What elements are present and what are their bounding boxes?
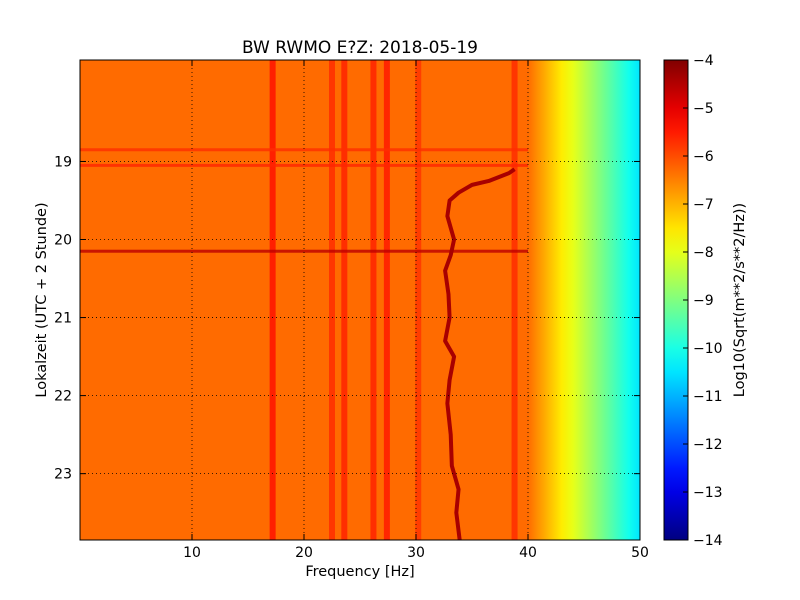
colorbar-tick-label: −10 <box>693 341 723 357</box>
colorbar-tick-label: −7 <box>693 197 714 213</box>
x-axis-label: Frequency [Hz] <box>305 564 414 580</box>
spectrogram-plot-area <box>80 60 640 540</box>
x-axis: 10 20 30 40 50 <box>183 60 649 561</box>
colorbar-tick-label: −9 <box>693 293 714 309</box>
colorbar-tick-label: −5 <box>693 101 714 117</box>
vertical-band <box>415 60 422 540</box>
colorbar-tick-label: −6 <box>693 149 714 165</box>
tremor-track-line <box>443 167 516 540</box>
high-frequency-rolloff <box>528 60 640 540</box>
horizontal-band <box>80 148 528 152</box>
colorbar-tick-label: −13 <box>693 485 723 501</box>
horizontal-band <box>80 249 528 253</box>
chart-title: BW RWMO E?Z: 2018-05-19 <box>242 38 478 58</box>
x-tick-label: 40 <box>519 545 537 561</box>
colorbar-label: Log10(Sqrt(m**2/s**2/Hz)) <box>732 203 748 397</box>
vertical-band <box>269 60 276 540</box>
horizontal-bands <box>80 148 528 253</box>
grid-lines <box>80 60 640 540</box>
x-tick-label: 30 <box>407 545 425 561</box>
vertical-band <box>329 60 335 540</box>
colorbar-tick-label: −4 <box>693 53 714 69</box>
vertical-band <box>383 60 390 540</box>
y-tick-label: 23 <box>54 467 72 483</box>
vertical-band <box>370 60 377 540</box>
colorbar-axis: −4 −5 −6 −7 −8 −9 −10 −11 −12 −13 −14 <box>683 53 723 549</box>
x-tick-label: 10 <box>183 545 201 561</box>
colorbar-tick-label: −14 <box>693 533 723 549</box>
vertical-bands <box>269 60 518 540</box>
colorbar-tick-label: −12 <box>693 437 723 453</box>
vertical-band <box>341 60 348 540</box>
horizontal-band <box>80 163 528 167</box>
vertical-band <box>511 60 518 540</box>
y-axis: 19 20 21 22 23 <box>54 154 640 483</box>
y-tick-label: 22 <box>54 389 72 405</box>
y-tick-label: 20 <box>54 233 72 249</box>
x-tick-label: 50 <box>631 545 649 561</box>
x-tick-label: 20 <box>295 545 313 561</box>
plot-frame <box>79 59 641 541</box>
y-tick-label: 21 <box>54 311 72 327</box>
y-axis-label: Lokalzeit (UTC + 2 Stunde) <box>34 202 50 397</box>
colorbar-tick-label: −11 <box>693 389 723 405</box>
colorbar-tick-label: −8 <box>693 245 714 261</box>
y-tick-label: 19 <box>54 154 72 170</box>
